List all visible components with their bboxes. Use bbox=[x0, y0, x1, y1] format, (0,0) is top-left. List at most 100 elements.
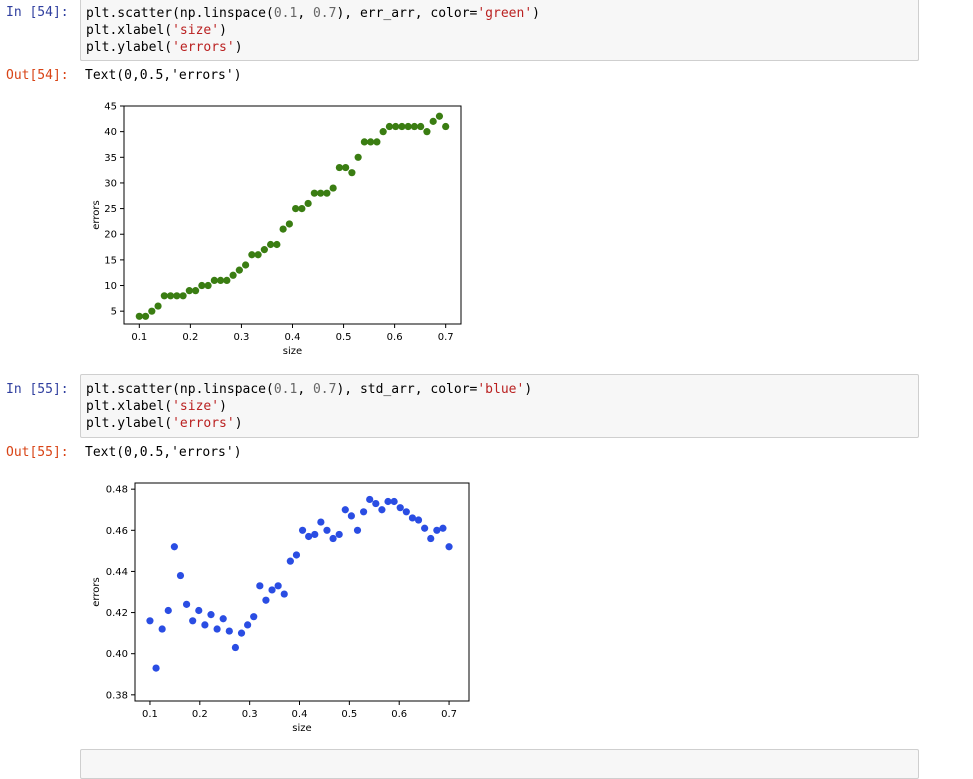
data-point bbox=[341, 506, 349, 514]
data-point bbox=[396, 504, 404, 512]
data-point bbox=[182, 600, 191, 608]
data-point bbox=[442, 122, 450, 131]
code-token: plt.scatter(np.linspace( bbox=[86, 6, 274, 21]
output-text-55: Text(0,0.5,'errors') bbox=[85, 445, 242, 460]
y-axis-label: errors bbox=[91, 577, 102, 606]
data-point bbox=[170, 543, 178, 551]
y-tick-label: 5 bbox=[111, 307, 117, 318]
data-point bbox=[329, 184, 337, 192]
data-point bbox=[154, 302, 162, 310]
x-tick-label: 0.3 bbox=[242, 709, 258, 720]
data-point bbox=[354, 153, 362, 161]
data-point bbox=[323, 189, 331, 197]
data-point bbox=[429, 117, 437, 125]
data-point bbox=[204, 281, 212, 290]
data-point bbox=[229, 271, 237, 279]
code-token: 'blue' bbox=[477, 382, 525, 397]
x-tick-label: 0.6 bbox=[387, 332, 403, 343]
data-point bbox=[179, 292, 187, 300]
x-axis-label: size bbox=[292, 723, 311, 734]
data-point bbox=[279, 225, 287, 233]
data-point bbox=[242, 261, 250, 269]
y-tick-label: 0.40 bbox=[106, 649, 128, 660]
code-line-3: plt.ylabel('errors') bbox=[86, 415, 243, 432]
y-tick-label: 10 bbox=[104, 281, 117, 292]
y-tick-label: 45 bbox=[104, 102, 117, 113]
code-token: 0.7 bbox=[312, 382, 337, 397]
output-text-54: Text(0,0.5,'errors') bbox=[85, 68, 242, 83]
code-token: ), std_arr, color= bbox=[336, 382, 478, 397]
code-cell-55[interactable]: plt.scatter(np.linspace(0.1, 0.7), std_a… bbox=[80, 374, 919, 438]
data-point bbox=[304, 199, 312, 208]
plot-frame bbox=[123, 105, 462, 325]
data-point bbox=[311, 530, 319, 539]
data-point bbox=[207, 611, 215, 619]
data-point bbox=[280, 590, 288, 598]
data-point bbox=[195, 606, 203, 615]
x-tick-label: 0.4 bbox=[285, 332, 301, 343]
data-point bbox=[373, 138, 381, 146]
data-point bbox=[392, 122, 400, 131]
data-point bbox=[274, 582, 282, 590]
data-point bbox=[176, 571, 185, 580]
data-point bbox=[378, 506, 386, 514]
code-token: ) bbox=[234, 416, 243, 431]
code-token: ) bbox=[524, 382, 533, 397]
data-point bbox=[402, 508, 410, 516]
input-prompt-54: In [54]: bbox=[6, 5, 69, 20]
data-point bbox=[305, 532, 313, 541]
x-tick-label: 0.6 bbox=[391, 709, 407, 720]
x-tick-label: 0.5 bbox=[341, 709, 357, 720]
data-point bbox=[141, 312, 150, 320]
code-cell-next[interactable] bbox=[80, 749, 919, 779]
data-point bbox=[191, 287, 200, 295]
data-point bbox=[366, 495, 374, 504]
code-token: ) bbox=[532, 6, 540, 21]
data-point bbox=[254, 251, 262, 259]
data-point bbox=[410, 122, 419, 131]
code-token: plt.ylabel( bbox=[86, 416, 173, 431]
data-point bbox=[158, 625, 166, 633]
data-point bbox=[427, 534, 435, 543]
y-tick-label: 0.44 bbox=[106, 567, 128, 578]
code-token: 'green' bbox=[477, 6, 533, 21]
data-point bbox=[360, 138, 369, 146]
y-tick-label: 40 bbox=[104, 127, 117, 138]
data-point bbox=[262, 596, 270, 604]
code-line-1: plt.scatter(np.linspace(0.1, 0.7), std_a… bbox=[86, 381, 532, 398]
y-tick-label: 30 bbox=[104, 178, 117, 189]
data-point bbox=[347, 512, 355, 520]
data-point bbox=[160, 292, 168, 300]
data-point bbox=[398, 122, 406, 131]
code-token: plt.ylabel( bbox=[86, 40, 173, 55]
data-point bbox=[323, 526, 331, 534]
code-token: ) bbox=[219, 399, 227, 414]
data-point bbox=[166, 292, 175, 300]
data-point bbox=[201, 621, 209, 629]
x-tick-label: 0.1 bbox=[131, 332, 147, 343]
code-token: 'size' bbox=[172, 23, 220, 38]
code-token: , bbox=[297, 382, 313, 397]
data-point bbox=[231, 643, 240, 652]
x-tick-label: 0.4 bbox=[292, 709, 308, 720]
x-tick-label: 0.3 bbox=[233, 332, 249, 343]
code-cell-54[interactable]: plt.scatter(np.linspace(0.1, 0.7), err_a… bbox=[80, 0, 919, 61]
data-point bbox=[360, 508, 368, 516]
code-token: 0.1 bbox=[273, 6, 298, 21]
data-point bbox=[342, 163, 350, 172]
data-point bbox=[189, 617, 197, 625]
data-point bbox=[310, 189, 318, 197]
data-point bbox=[216, 276, 225, 284]
data-point bbox=[292, 204, 300, 213]
plot-frame bbox=[134, 482, 470, 702]
code-token: 'size' bbox=[172, 399, 220, 414]
code-token: plt.scatter(np.linspace( bbox=[86, 382, 274, 397]
data-point bbox=[292, 551, 301, 559]
data-point bbox=[256, 582, 264, 590]
data-point bbox=[185, 287, 193, 295]
code-line-2: plt.xlabel('size') bbox=[86, 398, 227, 415]
data-point bbox=[421, 524, 429, 532]
code-token: plt.xlabel( bbox=[86, 399, 173, 414]
y-tick-label: 0.48 bbox=[106, 485, 128, 496]
data-point bbox=[198, 281, 206, 290]
